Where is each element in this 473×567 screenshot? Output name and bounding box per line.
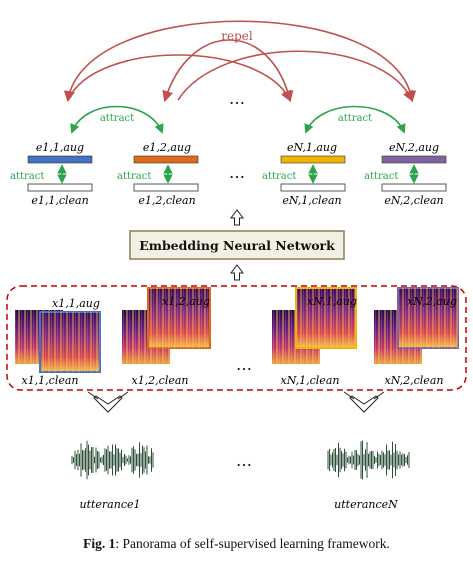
repel-arrows: [63, 20, 417, 103]
eN2-clean-label: eN,2,clean: [384, 194, 443, 207]
xN2-clean-label: xN,2,clean: [385, 374, 444, 387]
e11-clean-label: e1,1,clean: [31, 194, 88, 207]
utteranceN-label: utteranceN: [334, 498, 398, 511]
utterance1-label: utterance1: [79, 498, 140, 511]
caption-text: : Panorama of self-supervised learning f…: [115, 536, 390, 551]
spectrogram-pair-N2: [374, 287, 459, 364]
eN2-aug-label: eN,2,aug: [389, 141, 439, 154]
eN2-clean-bar: [381, 183, 447, 192]
attract-vert-label-4: attract: [364, 171, 398, 182]
waveform-ellipsis: …: [236, 451, 252, 470]
spectrogram-ellipsis: …: [236, 355, 252, 374]
x11-aug-label: x1,1,aug: [52, 297, 100, 310]
x12-clean-label: x1,2,clean: [131, 374, 188, 387]
spectrogram-container: [6, 285, 467, 391]
repel-arc-1: [162, 39, 294, 103]
embedding-network-label: Embedding Neural Network: [139, 238, 335, 253]
eN1-aug-label: eN,1,aug: [287, 141, 337, 154]
attract-arc-left: [70, 105, 164, 134]
x11-clean-label: x1,1,clean: [21, 374, 78, 387]
xN2-aug-label: xN,2,aug: [407, 295, 457, 308]
up-arrow-icon-top: [230, 209, 244, 226]
repel-arc-outer: [63, 20, 417, 103]
e12-aug-bar: [133, 155, 199, 164]
e12-aug-label: e1,2,aug: [143, 141, 191, 154]
spectrogram-pair-N1: [272, 287, 357, 364]
e11-aug-label: e1,1,aug: [36, 141, 84, 154]
attract-label-left: attract: [100, 113, 134, 124]
e12-clean-label: e1,2,clean: [138, 194, 195, 207]
split-arrow-icon-right: [349, 395, 379, 413]
e11-aug-bar: [27, 155, 93, 164]
eN1-clean-bar: [280, 183, 346, 192]
middle-ellipsis: …: [229, 163, 245, 182]
spectrogram-pair-12: [122, 287, 211, 364]
embedding-network-box: [129, 230, 345, 260]
attract-arc-right: [304, 105, 406, 134]
repel-arc-3: [67, 54, 292, 103]
x12-aug-label: x1,2,aug: [162, 295, 210, 308]
spectrogram-pair-11: [15, 310, 101, 373]
waveform-utteranceN: [327, 440, 410, 480]
caption-prefix: Fig. 1: [83, 536, 116, 551]
attract-vert-label-3: attract: [262, 171, 296, 182]
split-arrow-icon-left: [93, 395, 123, 413]
repel-label: repel: [221, 29, 253, 43]
up-arrow-icon-bottom: [230, 264, 244, 281]
attract-vert-label-1: attract: [10, 171, 44, 182]
waveform-utterance1: [71, 440, 154, 480]
e11-clean-bar: [27, 183, 93, 192]
top-ellipsis: …: [229, 89, 245, 108]
repel-arc-2: [177, 50, 414, 103]
eN2-aug-bar: [381, 155, 447, 164]
xN1-clean-label: xN,1,clean: [281, 374, 340, 387]
eN1-clean-label: eN,1,clean: [282, 194, 341, 207]
xN1-aug-label: xN,1,aug: [307, 295, 357, 308]
attract-vert-label-2: attract: [117, 171, 151, 182]
framework-diagram: repel … attract attract e1,1,aug attract…: [6, 20, 467, 511]
e12-clean-bar: [133, 183, 199, 192]
attract-label-right: attract: [338, 113, 372, 124]
eN1-aug-bar: [280, 155, 346, 164]
figure-caption: Fig. 1: Panorama of self-supervised lear…: [0, 536, 473, 552]
